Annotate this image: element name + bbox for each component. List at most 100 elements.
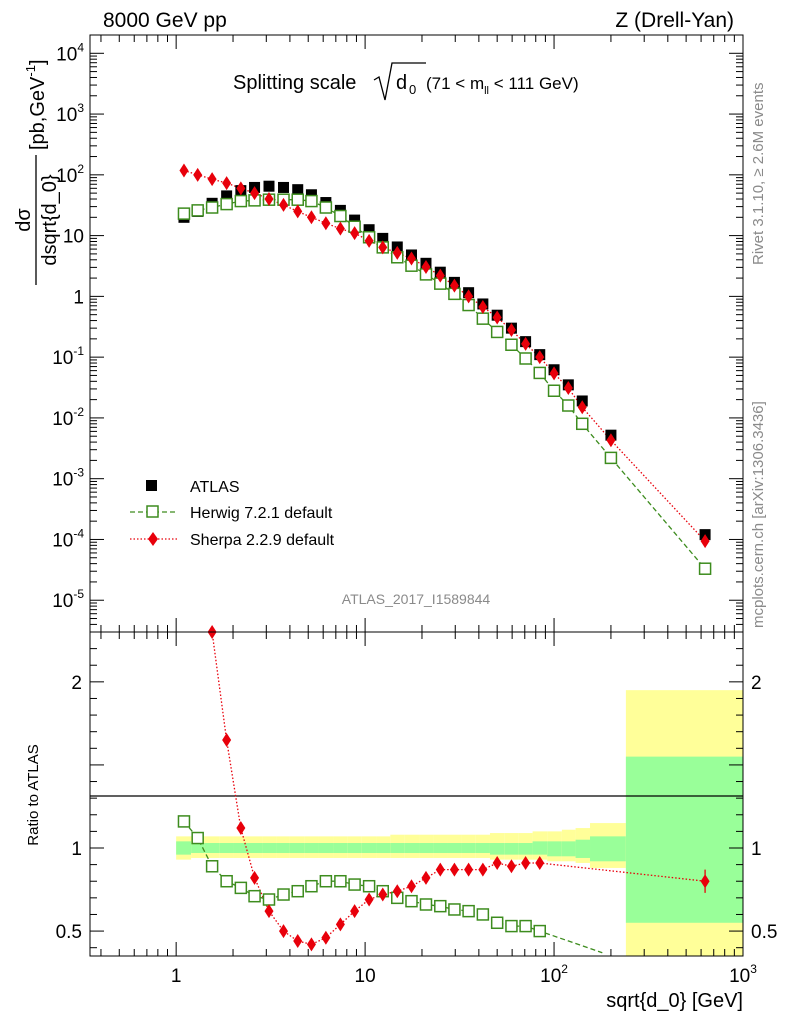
rivet-label: Rivet 3.1.10, ≥ 2.6M events	[750, 83, 767, 266]
ratio-point	[519, 919, 532, 933]
main-point	[364, 233, 374, 248]
main-point	[464, 289, 474, 304]
ratio-band-inner	[625, 756, 743, 923]
ratio-x-tick-label: 10	[355, 966, 376, 987]
main-point	[306, 210, 316, 225]
ratio-band-inner	[518, 843, 533, 855]
main-point	[563, 381, 573, 396]
ratio-point	[434, 899, 447, 913]
main-point	[449, 278, 459, 293]
main-point	[319, 201, 333, 214]
header-left: 8000 GeV pp	[103, 9, 227, 32]
main-point	[335, 221, 345, 236]
ratio-band-inner	[489, 843, 505, 855]
main-point	[349, 214, 361, 226]
ratio-point	[378, 887, 388, 902]
ratio-point	[177, 815, 191, 828]
main-point	[421, 259, 431, 274]
main-point	[698, 562, 712, 575]
ratio-point	[476, 908, 490, 921]
ratio-point	[521, 855, 531, 870]
legend-herwig-marker	[146, 505, 159, 518]
main-point	[435, 268, 445, 283]
ratio-y-tick-label: 0.5	[56, 922, 82, 943]
main-point	[293, 204, 303, 219]
main-point	[279, 197, 289, 212]
ratio-band-inner	[390, 843, 405, 853]
ratio-point	[448, 903, 461, 916]
main-y-tick-label: 10-4	[52, 526, 84, 551]
ratio-band-inner	[532, 841, 548, 855]
ratio-point	[250, 870, 260, 885]
main-point	[519, 352, 532, 365]
main-point	[264, 192, 274, 207]
header-right: Z (Drell-Yan)	[615, 9, 734, 32]
ratio-point	[421, 870, 431, 885]
ylabel-den: dsqrt{d_0}	[39, 174, 61, 266]
ratio-point	[222, 733, 232, 747]
ratio-band-inner	[590, 836, 626, 862]
ratio-point	[348, 878, 361, 891]
ratio-x-tick-label: 102	[540, 962, 568, 987]
main-point	[377, 232, 389, 244]
main-point	[363, 224, 375, 236]
ratio-point	[205, 860, 219, 873]
main-y-tick-label: 1	[73, 287, 84, 308]
ratio-panel: 103 1 10 102 0.5 0.5 1 1 2 2 Ratio to ATLAS sqrt{…	[25, 625, 777, 1012]
legend-atlas-label: ATLAS	[190, 479, 240, 496]
legend-entry-herwig: Herwig 7.2.1 default	[130, 505, 333, 522]
ratio-band-inner	[504, 843, 519, 855]
ratio-point	[464, 862, 474, 877]
sqrt-symbol-icon	[373, 62, 426, 101]
main-point	[292, 184, 304, 196]
main-point	[334, 209, 347, 223]
main-y-tick-label: 10-5	[52, 587, 84, 612]
ylabel-units: [pb,GeV-1]	[23, 59, 49, 150]
ratio-point	[505, 919, 518, 933]
ratio-point	[435, 862, 445, 877]
ratio-point	[262, 893, 276, 906]
main-ylabel: dσ dsqrt{d_0} [pb,GeV-1]	[13, 59, 61, 285]
ratio-point	[306, 937, 316, 952]
main-point	[478, 299, 488, 314]
main-point	[506, 322, 516, 337]
ratio-band-inner	[475, 843, 490, 853]
ratio-band-inner	[247, 843, 263, 853]
ratio-point	[419, 898, 433, 911]
ratio-band-inner	[561, 841, 576, 857]
ratio-point	[291, 884, 304, 898]
ratio-y-tick-label-right: 0.5	[751, 922, 777, 943]
main-point	[193, 167, 203, 182]
ratio-band-inner	[289, 843, 305, 853]
legend-sherpa-label: Sherpa 2.2.9 default	[190, 532, 335, 549]
main-point	[575, 417, 589, 431]
ratio-point	[406, 879, 416, 894]
main-y-tick-label: 10-2	[52, 405, 84, 430]
title-sqrt-sub: 0	[409, 82, 416, 97]
main-point	[207, 172, 217, 187]
main-point	[234, 194, 248, 208]
main-point	[505, 338, 518, 351]
ratio-band-inner	[233, 843, 248, 853]
legend-sherpa-marker	[148, 532, 158, 546]
main-point	[179, 163, 189, 178]
main-point	[278, 181, 290, 193]
ratio-y-tick-label-right: 1	[751, 839, 762, 860]
mcplots-label: mcplots.cern.ch [arXiv:1306.3436]	[750, 401, 767, 628]
ratio-band-inner	[333, 843, 348, 853]
ratio-band-inner	[376, 843, 391, 853]
ratio-y-tick-label: 2	[71, 673, 82, 694]
main-point	[221, 190, 233, 202]
ratio-band-inner	[433, 843, 448, 853]
ratio-band-inner	[547, 841, 562, 857]
ratio-y-tick-label-right: 2	[751, 673, 762, 694]
ratio-band-inner	[404, 843, 420, 853]
main-frame	[89, 34, 744, 633]
main-point	[378, 240, 388, 255]
ratio-point	[334, 874, 347, 888]
ratio-band-inner	[361, 843, 377, 853]
main-point	[490, 325, 504, 339]
ratio-band-inner	[219, 843, 234, 853]
main-point	[220, 197, 233, 211]
ratio-point	[533, 924, 546, 938]
